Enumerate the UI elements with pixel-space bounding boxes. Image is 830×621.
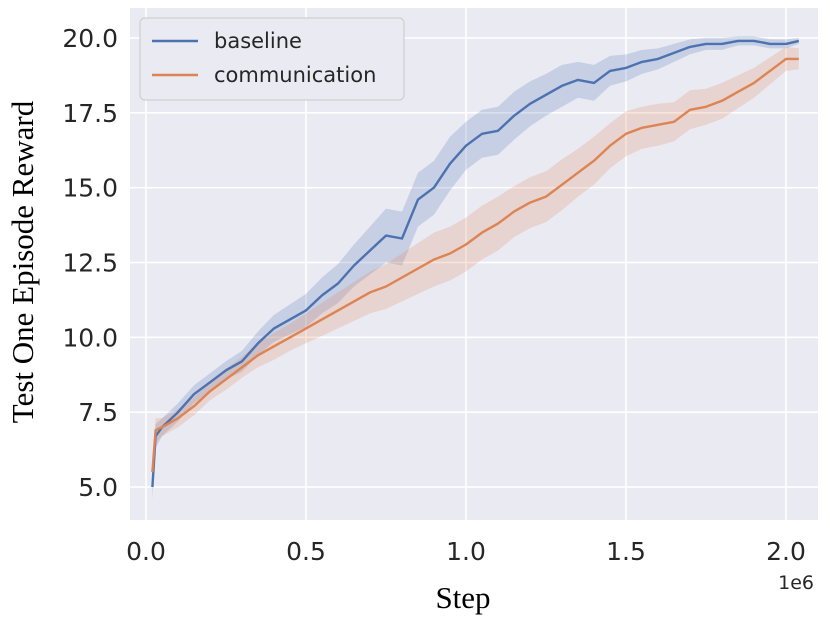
y-tick-label: 10.0 (62, 323, 118, 352)
x-tick-label: 0.0 (126, 537, 166, 566)
confidence-bands (152, 36, 799, 500)
band-baseline (152, 36, 799, 500)
x-tick-label: 1.0 (446, 537, 486, 566)
line-baseline (151, 39, 800, 488)
legend-label-baseline: baseline (214, 29, 302, 53)
x-axis-ticks: 0.0 0.5 1.0 1.5 2.0 (126, 537, 806, 566)
x-axis-offset-label: 1e6 (778, 572, 814, 594)
x-tick-label: 0.5 (286, 537, 326, 566)
x-tick-label: 1.5 (606, 537, 646, 566)
y-tick-label: 17.5 (62, 99, 118, 128)
y-tick-label: 7.5 (78, 398, 118, 427)
line-communication (151, 57, 799, 473)
y-tick-label: 20.0 (62, 24, 118, 53)
series-lines (151, 39, 800, 488)
y-axis-label: Test One Episode Reward (5, 100, 40, 423)
x-axis-label: Step (435, 580, 490, 615)
y-axis-ticks: 5.0 7.5 10.0 12.5 15.0 17.5 20.0 (62, 24, 118, 502)
band-communication (152, 46, 799, 485)
legend-label-communication: communication (214, 63, 376, 87)
legend-box (139, 17, 405, 101)
y-tick-label: 15.0 (62, 174, 118, 203)
legend: baseline communication (139, 17, 405, 101)
y-tick-label: 12.5 (62, 249, 118, 278)
y-tick-label: 5.0 (78, 473, 118, 502)
x-tick-label: 2.0 (766, 537, 806, 566)
